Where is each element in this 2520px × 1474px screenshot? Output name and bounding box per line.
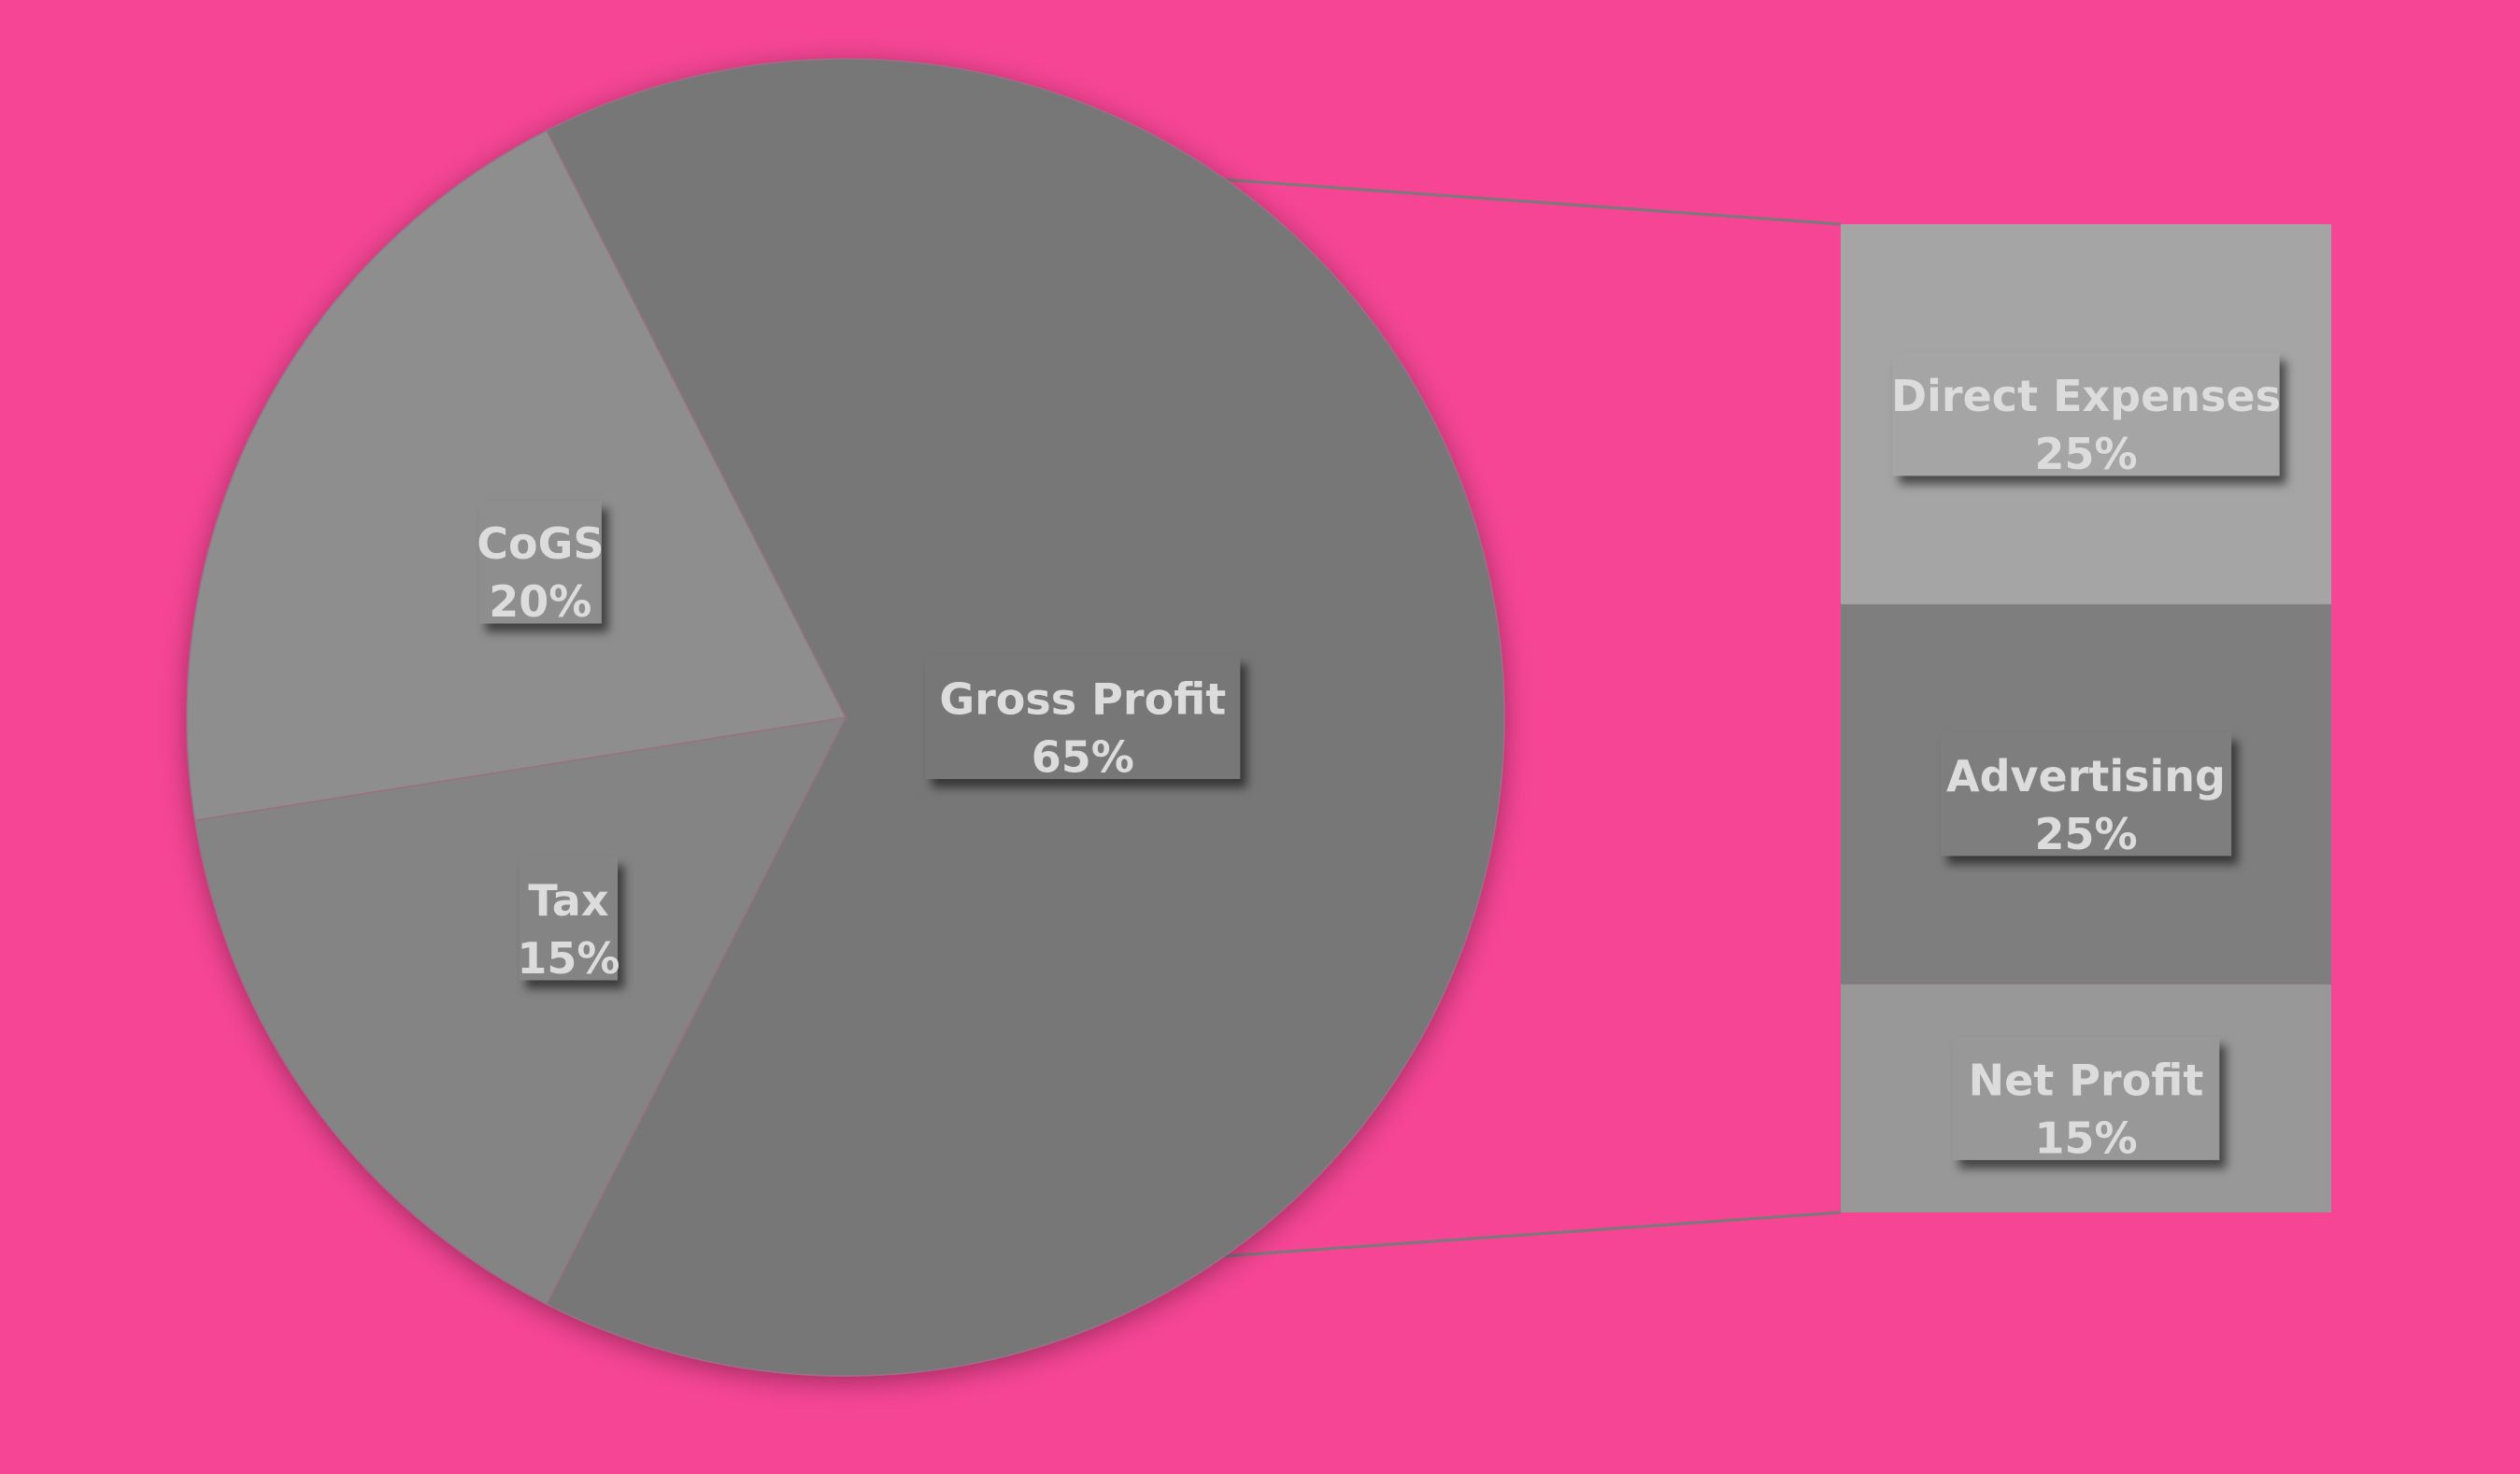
data-label-box [519, 857, 619, 981]
data-label-box [1952, 1036, 2220, 1160]
data-label-box [1892, 352, 2280, 476]
pie [186, 58, 1505, 1377]
data-label-value: 20% [489, 576, 591, 627]
data-label-cogs: CoGS 20% [477, 500, 604, 627]
data-label-name: Gross Profit [939, 674, 1226, 725]
data-label-name: Direct Expenses [1891, 371, 2281, 421]
data-label-gross-profit: Gross Profit 65% [925, 656, 1241, 783]
data-label-name: Tax [528, 875, 608, 926]
pie-slice-cogs [186, 129, 847, 822]
data-label-net-profit: Net Profit 15% [1952, 1036, 2220, 1163]
data-label-box [925, 656, 1241, 779]
data-label-tax: Tax 15% [517, 857, 619, 984]
data-label-value: 25% [2034, 429, 2137, 479]
data-label-value: 15% [2034, 1113, 2137, 1163]
pie-slice-tax [193, 716, 847, 1306]
data-label-box [1940, 732, 2232, 857]
data-label-value: 65% [1032, 732, 1134, 783]
data-label-value: 25% [2034, 809, 2137, 859]
data-labels: Gross Profit 65% Tax 15% CoGS 20% Direct Expen… [477, 352, 2281, 1163]
data-label-box [478, 500, 602, 624]
data-label-name: CoGS [477, 518, 604, 569]
data-label-value: 15% [517, 933, 619, 984]
data-label-advertising: Advertising 25% [1940, 732, 2232, 859]
data-label-name: Net Profit [1969, 1055, 2204, 1105]
data-label-name: Advertising [1946, 751, 2226, 801]
data-label-direct-expenses: Direct Expenses 25% [1891, 352, 2281, 479]
